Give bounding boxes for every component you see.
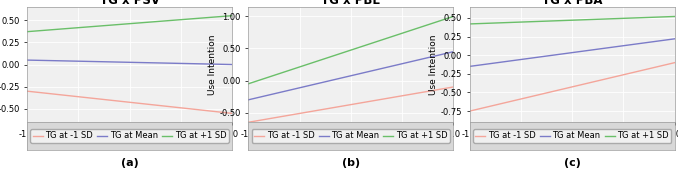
Y-axis label: Use Intention: Use Intention bbox=[208, 34, 218, 95]
X-axis label: Perceived Benefit (PBE): Perceived Benefit (PBE) bbox=[298, 141, 404, 150]
X-axis label: Perceived Severity (PSV): Perceived Severity (PSV) bbox=[74, 141, 186, 150]
Legend: TG at -1 SD, TG at Mean, TG at +1 SD: TG at -1 SD, TG at Mean, TG at +1 SD bbox=[473, 129, 671, 143]
Title: TG x PBA: TG x PBA bbox=[542, 0, 603, 7]
Y-axis label: Use Intention: Use Intention bbox=[429, 34, 439, 95]
Legend: TG at -1 SD, TG at Mean, TG at +1 SD: TG at -1 SD, TG at Mean, TG at +1 SD bbox=[252, 129, 450, 143]
Title: TG x PSV: TG x PSV bbox=[100, 0, 159, 7]
Text: (c): (c) bbox=[563, 158, 580, 168]
Text: (b): (b) bbox=[342, 158, 360, 168]
Text: (a): (a) bbox=[121, 158, 138, 168]
Legend: TG at -1 SD, TG at Mean, TG at +1 SD: TG at -1 SD, TG at Mean, TG at +1 SD bbox=[31, 129, 228, 143]
X-axis label: Perceived Barriers (PBA): Perceived Barriers (PBA) bbox=[517, 141, 627, 150]
Title: TG x PBE: TG x PBE bbox=[321, 0, 380, 7]
